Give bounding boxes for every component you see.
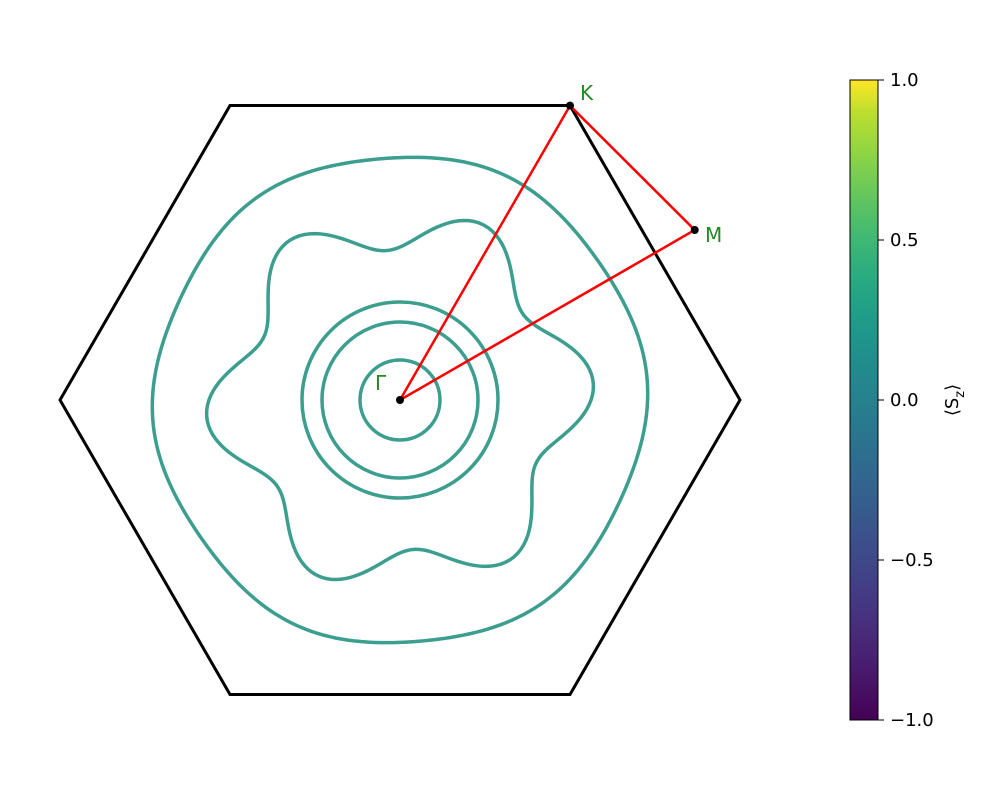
gamma-point-marker xyxy=(396,396,404,404)
colorbar: −1.0 −0.5 0.0 0.5 1.0 ⟨Sz⟩ xyxy=(850,70,968,731)
m-point-marker xyxy=(691,226,699,234)
colorbar-tick-label: −0.5 xyxy=(890,550,934,571)
bz-path xyxy=(396,102,699,404)
colorbar-tick-label: −1.0 xyxy=(890,710,934,731)
gamma-label: Γ xyxy=(375,371,387,395)
colorbar-gradient xyxy=(850,80,878,720)
colorbar-tick-label: 0.0 xyxy=(890,390,919,411)
m-label: M xyxy=(705,223,722,247)
colorbar-tick-label: 1.0 xyxy=(890,70,919,91)
colorbar-label: ⟨Sz⟩ xyxy=(942,384,968,416)
colorbar-tick-label: 0.5 xyxy=(890,230,919,251)
figure-svg: Γ K M −1.0 −0.5 0.0 0.5 1.0 ⟨Sz⟩ xyxy=(0,0,1000,800)
k-label: K xyxy=(580,81,594,105)
k-point-marker xyxy=(566,102,574,110)
colorbar-ticks: −1.0 −0.5 0.0 0.5 1.0 xyxy=(878,70,934,731)
